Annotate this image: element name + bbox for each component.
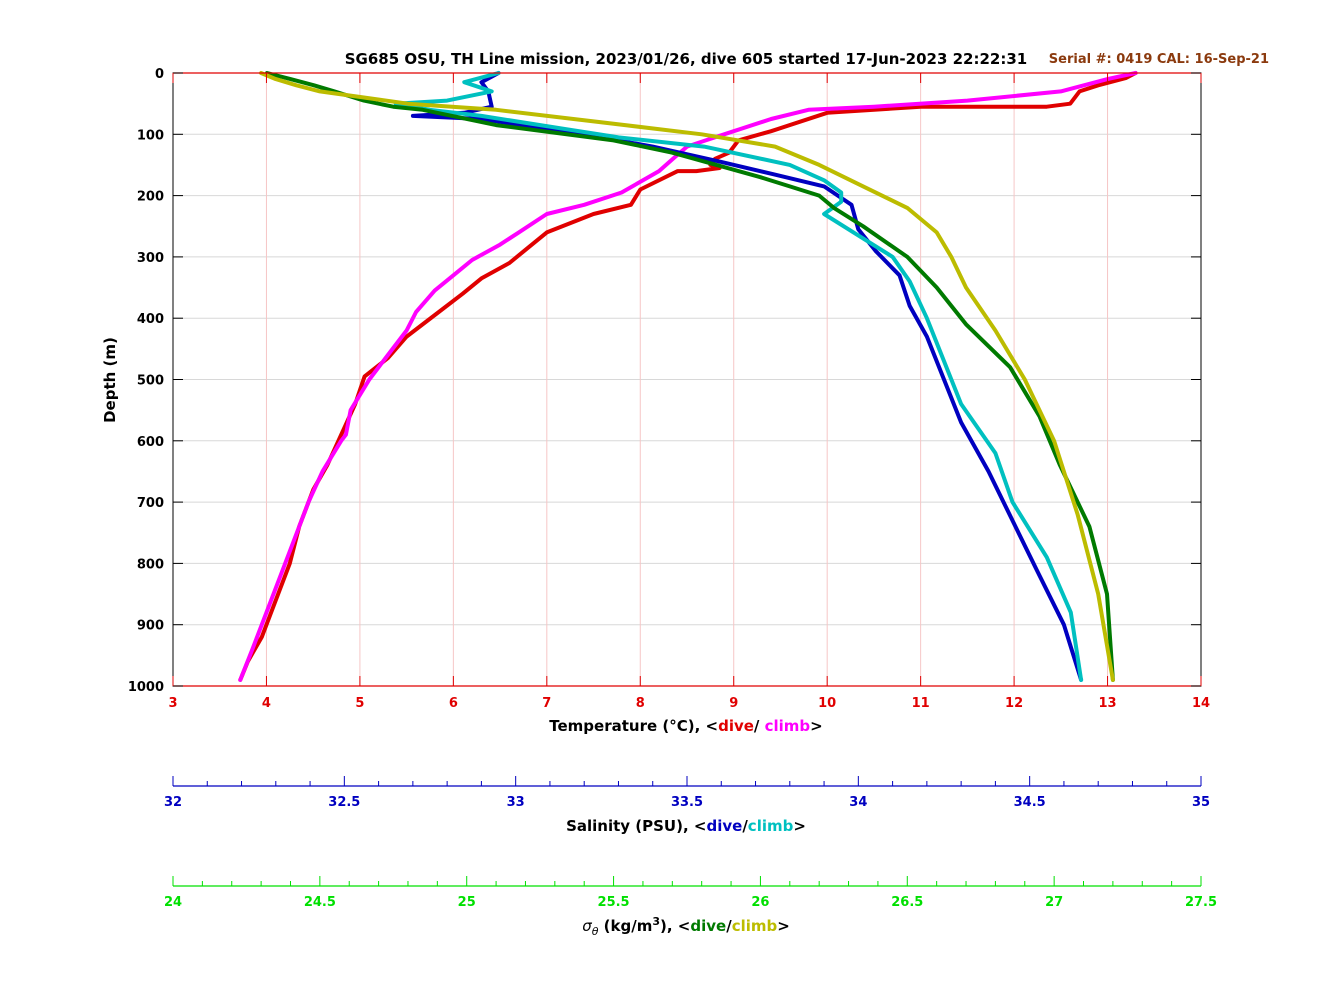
salinity-label-suffix: > xyxy=(793,817,806,835)
density-series-line-4 xyxy=(265,71,1115,682)
temperature-label-sep: / xyxy=(754,717,765,735)
salinity-tick-label: 34.5 xyxy=(1014,795,1046,810)
salinity-tick-label: 35 xyxy=(1192,795,1210,810)
density-tick-label: 26 xyxy=(751,895,769,910)
temperature-tick-label: 3 xyxy=(168,696,177,711)
salinity-label-dive: dive xyxy=(706,817,742,835)
density-tick-label: 25.5 xyxy=(598,895,630,910)
temperature-tick-label: 7 xyxy=(542,696,551,711)
depth-tick-label: 0 xyxy=(155,67,164,82)
series-layer xyxy=(238,71,1138,682)
salinity-tick-label: 34 xyxy=(849,795,867,810)
density-label-sep: / xyxy=(726,917,732,935)
density-tick-label: 24 xyxy=(164,895,182,910)
salinity-tick-label: 33 xyxy=(507,795,525,810)
temperature-tick-label: 10 xyxy=(818,696,836,711)
density-label-mid2: ), < xyxy=(660,917,690,935)
temperature-tick-label: 9 xyxy=(729,696,738,711)
temperature-tick-label: 14 xyxy=(1192,696,1210,711)
density-tick-label: 24.5 xyxy=(304,895,336,910)
temperature-tick-label: 6 xyxy=(449,696,458,711)
serial-cal-label: Serial #: 0419 CAL: 16-Sep-21 xyxy=(1049,52,1269,67)
depth-tick-label: 500 xyxy=(137,374,164,389)
depth-tick-label: 400 xyxy=(137,312,164,327)
density-series-line-5 xyxy=(259,71,1115,682)
depth-tick-label: 200 xyxy=(137,190,164,205)
temperature-tick-label: 8 xyxy=(636,696,645,711)
depth-tick-label: 600 xyxy=(137,435,164,450)
temperature-label-suffix: > xyxy=(810,717,823,735)
depth-tick-label: 1000 xyxy=(128,680,164,695)
density-tick-label: 25 xyxy=(458,895,476,910)
salinity-label-sep: / xyxy=(742,817,748,835)
temperature-series-line-0 xyxy=(238,71,1138,682)
density-axis-label: σθ (kg/m3), <dive/climb> xyxy=(582,915,790,938)
depth-tick-label: 100 xyxy=(137,128,164,143)
temperature-series-line-1 xyxy=(238,71,1138,682)
density-label-sigma: σ xyxy=(582,917,592,935)
depth-tick-label: 800 xyxy=(137,557,164,572)
density-label-suffix: > xyxy=(777,917,790,935)
depth-tick-label: 900 xyxy=(137,619,164,634)
salinity-label-climb: climb xyxy=(748,817,794,835)
temperature-tick-label: 4 xyxy=(262,696,271,711)
density-tick-label: 27.5 xyxy=(1185,895,1217,910)
temperature-tick-label: 12 xyxy=(1005,696,1023,711)
salinity-tick-label: 32 xyxy=(164,795,182,810)
temperature-tick-label: 5 xyxy=(355,696,364,711)
temperature-axis-label: Temperature (°C), <dive/ climb> xyxy=(549,717,823,735)
depth-tick-label: 700 xyxy=(137,496,164,511)
depth-tick-label: 300 xyxy=(137,251,164,266)
salinity-tick-label: 32.5 xyxy=(328,795,360,810)
salinity-tick-label: 33.5 xyxy=(671,795,703,810)
salinity-axis-label: Salinity (PSU), <dive/climb> xyxy=(566,817,806,835)
temperature-label-prefix: Temperature (°C), < xyxy=(549,717,718,735)
chart-title: SG685 OSU, TH Line mission, 2023/01/26, … xyxy=(345,50,1028,68)
density-tick-label: 27 xyxy=(1045,895,1063,910)
density-label-sub: θ xyxy=(592,925,599,938)
salinity-label-prefix: Salinity (PSU), < xyxy=(566,817,706,835)
density-label-sup: 3 xyxy=(652,915,660,928)
grid-layer xyxy=(173,73,1201,686)
temperature-label-dive: dive xyxy=(718,717,754,735)
temperature-label-climb: climb xyxy=(765,717,811,735)
temperature-tick-label: 11 xyxy=(912,696,930,711)
temperature-tick-label: 13 xyxy=(1098,696,1116,711)
density-label-dive: dive xyxy=(690,917,726,935)
density-label-climb: climb xyxy=(732,917,778,935)
y-axis-label: Depth (m) xyxy=(101,337,119,423)
density-label-mid: (kg/m xyxy=(598,917,652,935)
density-tick-label: 26.5 xyxy=(891,895,923,910)
salinity-series-line-2 xyxy=(410,71,1084,682)
